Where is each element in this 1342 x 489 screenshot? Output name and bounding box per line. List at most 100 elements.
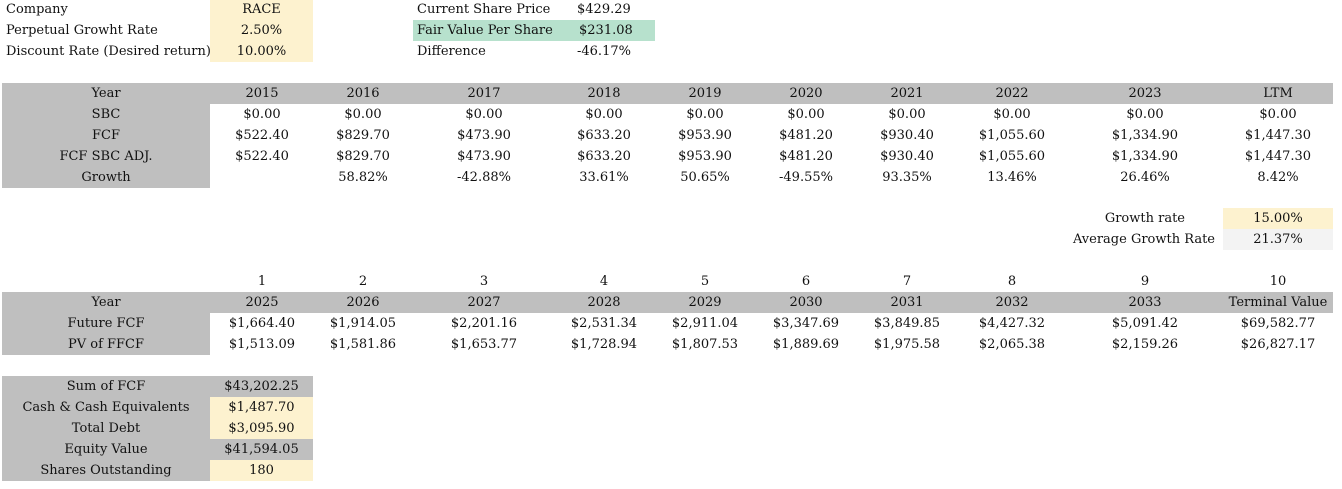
summary-value[interactable]: $41,594.05 — [224, 442, 299, 457]
hist-cell[interactable]: $0.00 — [888, 107, 926, 122]
proj-year-header: 2027 — [467, 295, 501, 310]
hist-cell[interactable]: $1,334.90 — [1111, 128, 1179, 143]
proj-cell[interactable]: $1,664.40 — [228, 316, 296, 331]
hist-cell[interactable]: $633.20 — [577, 149, 631, 164]
growth-rate-label: Growth rate — [1104, 211, 1185, 226]
proj-cell[interactable]: $69,582.77 — [1240, 316, 1316, 331]
proj-index: 8 — [1007, 274, 1017, 289]
proj-year-header: Terminal Value — [1228, 295, 1328, 310]
hist-cell[interactable]: $930.40 — [880, 128, 934, 143]
hist-cell[interactable]: $473.90 — [457, 149, 511, 164]
growth-rate-cell[interactable]: 15.00% — [1253, 211, 1303, 226]
hist-cell[interactable]: $0.00 — [686, 107, 724, 122]
hist-cell[interactable]: $0.00 — [1259, 107, 1297, 122]
discount-rate-cell[interactable]: 10.00% — [236, 44, 287, 59]
hist-cell[interactable]: $0.00 — [243, 107, 281, 122]
hist-cell[interactable]: $481.20 — [779, 128, 833, 143]
fair-value-highlight — [413, 20, 655, 41]
hist-cell[interactable]: $0.00 — [787, 107, 825, 122]
proj-cell[interactable]: $1,975.58 — [873, 337, 941, 352]
hist-cell[interactable]: $633.20 — [577, 128, 631, 143]
perpetual-growth-cell[interactable]: 2.50% — [240, 23, 283, 38]
hist-cell[interactable]: -49.55% — [779, 170, 833, 185]
hist-cell[interactable]: $953.90 — [678, 149, 732, 164]
summary-value[interactable]: $3,095.90 — [228, 421, 295, 436]
hist-cell[interactable]: 26.46% — [1120, 170, 1170, 185]
summary-value[interactable]: 180 — [249, 463, 274, 478]
summary-value[interactable]: $1,487.70 — [228, 400, 295, 415]
shares-bg — [210, 460, 313, 481]
hist-row-label: FCF SBC ADJ. — [59, 149, 153, 164]
hist-cell[interactable]: $1,447.30 — [1244, 149, 1312, 164]
hist-year-header: 2022 — [995, 86, 1029, 101]
proj-cell[interactable]: $3,347.69 — [772, 316, 840, 331]
summary-value[interactable]: $43,202.25 — [224, 379, 299, 394]
proj-index: 4 — [599, 274, 609, 289]
hist-cell[interactable]: $0.00 — [585, 107, 623, 122]
hist-cell[interactable]: $473.90 — [457, 128, 511, 143]
proj-row-label: Future FCF — [67, 316, 145, 331]
proj-cell[interactable]: $2,531.34 — [570, 316, 638, 331]
proj-cell[interactable]: $2,159.26 — [1111, 337, 1179, 352]
proj-cell[interactable]: $2,201.16 — [450, 316, 518, 331]
fair-value-cell[interactable]: $231.08 — [579, 23, 633, 38]
hist-cell[interactable]: 13.46% — [987, 170, 1037, 185]
hist-cell[interactable]: $829.70 — [336, 149, 390, 164]
avg-growth-label: Average Growth Rate — [1072, 232, 1215, 247]
hist-cell[interactable]: 50.65% — [680, 170, 730, 185]
proj-cell[interactable]: $2,911.04 — [671, 316, 739, 331]
avg-growth-cell[interactable]: 21.37% — [1253, 232, 1303, 247]
proj-cell[interactable]: $1,728.94 — [570, 337, 638, 352]
hist-cell[interactable]: $0.00 — [344, 107, 382, 122]
proj-cell[interactable]: $4,427.32 — [978, 316, 1046, 331]
hist-cell[interactable]: $1,447.30 — [1244, 128, 1312, 143]
summary-label: Total Debt — [71, 421, 141, 436]
hist-cell[interactable]: $522.40 — [235, 149, 289, 164]
hist-cell[interactable]: $829.70 — [336, 128, 390, 143]
hist-cell[interactable]: $1,055.60 — [978, 149, 1046, 164]
discount-rate-label: Discount Rate (Desired return) — [6, 44, 211, 59]
difference-label: Difference — [417, 44, 486, 59]
summary-label: Sum of FCF — [66, 379, 146, 394]
hist-cell[interactable]: $930.40 — [880, 149, 934, 164]
proj-cell[interactable]: $1,914.05 — [329, 316, 397, 331]
proj-year-header: 2028 — [587, 295, 621, 310]
hist-cell[interactable]: $481.20 — [779, 149, 833, 164]
proj-cell[interactable]: $5,091.42 — [1111, 316, 1179, 331]
hist-cell[interactable] — [212, 167, 312, 188]
proj-index: 7 — [902, 274, 912, 289]
proj-header-band — [2, 292, 1333, 313]
summary-label-band — [2, 376, 210, 481]
proj-cell[interactable]: $2,065.38 — [978, 337, 1046, 352]
proj-index: 6 — [801, 274, 811, 289]
hist-cell[interactable]: $0.00 — [465, 107, 503, 122]
hist-cell[interactable]: -42.88% — [457, 170, 511, 185]
hist-cell[interactable]: $953.90 — [678, 128, 732, 143]
proj-cell[interactable]: $1,807.53 — [671, 337, 739, 352]
hist-cell[interactable]: 8.42% — [1257, 170, 1299, 185]
hist-cell[interactable]: $1,055.60 — [978, 128, 1046, 143]
hist-cell[interactable]: $0.00 — [993, 107, 1031, 122]
hist-cell[interactable]: $1,334.90 — [1111, 149, 1179, 164]
proj-index: 10 — [1269, 274, 1287, 289]
proj-cell[interactable]: $1,581.86 — [329, 337, 397, 352]
hist-cell[interactable]: $522.40 — [235, 128, 289, 143]
proj-index: 1 — [257, 274, 267, 289]
hist-year-header: 2015 — [245, 86, 279, 101]
hist-year-header: 2021 — [890, 86, 924, 101]
perpetual-growth-label: Perpetual Growht Rate — [6, 23, 158, 38]
hist-cell[interactable]: 33.61% — [579, 170, 629, 185]
proj-cell[interactable]: $26,827.17 — [1240, 337, 1316, 352]
hist-cell[interactable]: $0.00 — [1126, 107, 1164, 122]
hist-year-header: 2023 — [1128, 86, 1162, 101]
proj-cell[interactable]: $1,653.77 — [450, 337, 518, 352]
proj-cell[interactable]: $1,513.09 — [228, 337, 296, 352]
cash-debt-bg — [210, 397, 313, 439]
hist-cell[interactable]: 93.35% — [882, 170, 932, 185]
proj-cell[interactable]: $3,849.85 — [873, 316, 941, 331]
difference-cell[interactable]: -46.17% — [577, 44, 631, 59]
hist-cell[interactable]: 58.82% — [338, 170, 388, 185]
company-value-cell[interactable]: RACE — [242, 2, 281, 17]
proj-cell[interactable]: $1,889.69 — [772, 337, 840, 352]
share-price-cell[interactable]: $429.29 — [577, 2, 631, 17]
